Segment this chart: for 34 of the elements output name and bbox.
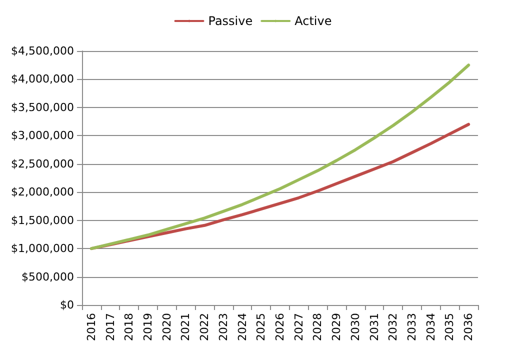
x-tick-label: 2032 — [386, 313, 400, 341]
x-tick-label: 2021 — [179, 313, 192, 341]
y-tick-label: $3,000,000 — [10, 129, 74, 142]
x-tick-label: 2020 — [160, 313, 174, 341]
y-tick-label: $1,000,000 — [10, 242, 74, 256]
x-tick-label: 2027 — [292, 313, 306, 341]
legend-label: Active — [294, 14, 332, 28]
y-tick-label: $500,000 — [21, 270, 74, 284]
y-tick-label: $2,000,000 — [10, 186, 74, 199]
legend-label: Passive — [208, 14, 253, 28]
x-tick-label: 2017 — [104, 313, 117, 341]
x-tick-label: 2025 — [254, 313, 268, 341]
y-tick-label: $0 — [60, 298, 74, 312]
y-tick-label: $4,000,000 — [10, 72, 74, 86]
x-tick-label: 2036 — [462, 313, 476, 341]
x-tick-label: 2029 — [330, 313, 344, 341]
x-tick-label: 2034 — [424, 313, 438, 341]
line-series — [90, 64, 470, 250]
x-tick-label: 2033 — [405, 313, 418, 341]
y-tick-label: $2,500,000 — [10, 157, 74, 170]
y-tick-label: $3,500,000 — [10, 100, 74, 114]
x-tick-label: 2030 — [348, 313, 362, 341]
y-tick-label: $4,500,000 — [10, 44, 74, 58]
x-tick-label: 2026 — [273, 313, 286, 341]
x-tick-label: 2016 — [84, 313, 98, 341]
x-tick-label: 2023 — [216, 313, 230, 341]
x-tick-label: 2024 — [236, 313, 249, 341]
y-tick-label: $1,500,000 — [10, 214, 74, 227]
x-tick-label: 2022 — [198, 313, 212, 341]
x-tick-label: 2028 — [311, 313, 324, 341]
x-tick-label: 2031 — [368, 313, 381, 341]
x-tick-label: 2018 — [122, 313, 136, 341]
x-tick-label: 2035 — [443, 313, 456, 341]
x-tick-label: 2019 — [141, 313, 154, 341]
